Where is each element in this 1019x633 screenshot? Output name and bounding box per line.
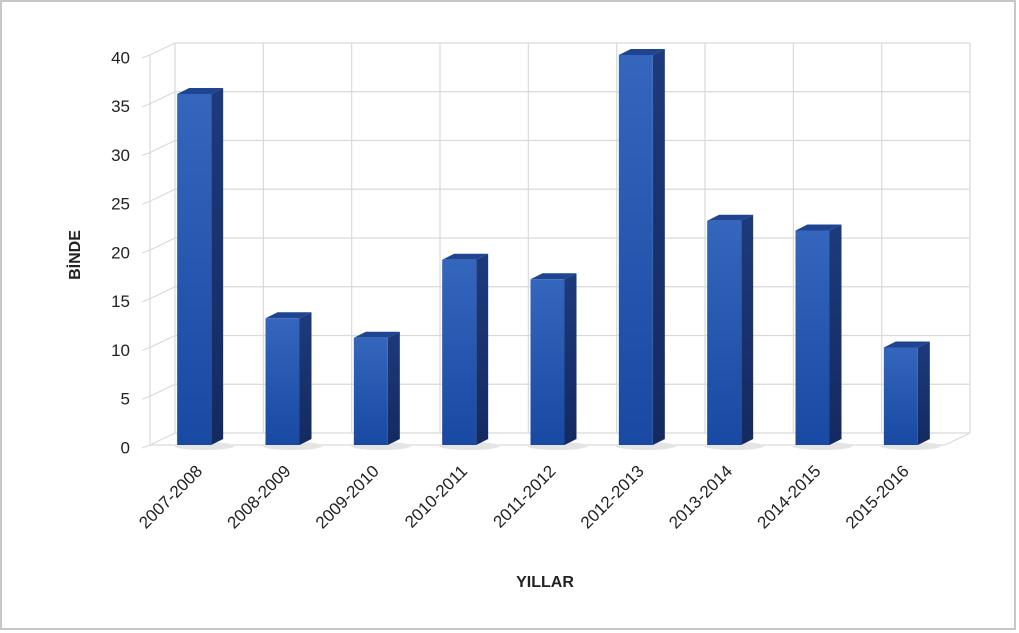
bar-top xyxy=(265,312,312,319)
y-tick-label: 20 xyxy=(111,243,130,262)
bar-top xyxy=(530,273,577,280)
bar xyxy=(707,220,742,445)
y-axis-title: BİNDE xyxy=(66,230,84,280)
bar-top xyxy=(618,49,665,55)
x-tick-label: 2010-2011 xyxy=(401,462,471,532)
bar-side xyxy=(741,214,754,445)
x-axis-title: YILLAR xyxy=(516,574,574,591)
y-tick-label: 5 xyxy=(121,390,130,409)
x-tick-label: 2012-2013 xyxy=(577,462,648,533)
bar xyxy=(883,347,918,445)
bar xyxy=(530,279,565,445)
bar xyxy=(265,318,300,445)
bar-side xyxy=(564,273,577,445)
bar-top xyxy=(883,341,930,348)
side-grid-line xyxy=(141,237,176,254)
side-grid-line xyxy=(141,286,176,303)
bar-side xyxy=(387,331,400,445)
floor-edge xyxy=(944,432,971,446)
side-grid-line xyxy=(141,188,176,205)
y-tick-label: 15 xyxy=(111,292,130,311)
side-grid-line xyxy=(141,42,176,59)
bar-top xyxy=(353,331,400,338)
y-tick-label: 40 xyxy=(111,48,130,67)
bar-top xyxy=(707,214,754,221)
x-tick-label: 2009-2010 xyxy=(312,462,383,533)
side-grid-line xyxy=(141,139,176,157)
bar-side xyxy=(652,49,665,445)
y-tick-label: 10 xyxy=(111,341,130,360)
bar-top xyxy=(177,88,224,94)
bar xyxy=(177,94,212,445)
y-tick-label: 25 xyxy=(111,195,130,214)
y-tick-label: 0 xyxy=(121,438,130,457)
bar xyxy=(353,337,388,445)
side-grid-line xyxy=(141,91,176,108)
bar-side xyxy=(299,312,312,445)
side-grid-line xyxy=(141,432,176,449)
x-tick-label: 2013-2014 xyxy=(665,462,736,533)
bar-top xyxy=(442,253,489,260)
bar-top xyxy=(795,224,842,231)
side-grid-line xyxy=(141,334,176,352)
bar xyxy=(442,259,477,445)
x-tick-label: 2011-2012 xyxy=(489,462,559,532)
y-tick-label: 30 xyxy=(111,146,130,165)
bar xyxy=(618,55,653,445)
bar-side xyxy=(917,341,930,445)
x-tick-label: 2015-2016 xyxy=(842,462,913,533)
bar-side xyxy=(476,253,489,445)
bar-side xyxy=(211,88,224,445)
bar xyxy=(795,230,830,445)
x-tick-label: 2007-2008 xyxy=(135,462,206,533)
side-grid-line xyxy=(141,383,176,400)
x-tick-label: 2014-2015 xyxy=(754,462,825,533)
y-tick-label: 35 xyxy=(111,97,130,116)
bar-side xyxy=(829,224,842,445)
x-tick-label: 2008-2009 xyxy=(224,462,295,533)
